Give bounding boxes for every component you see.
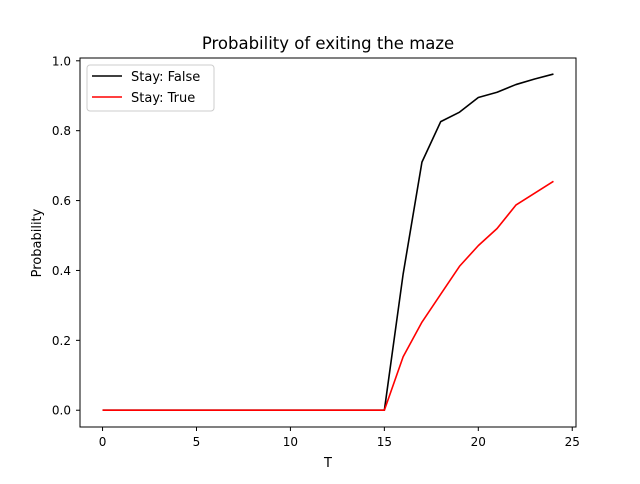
legend: Stay: False Stay: True (86, 64, 215, 112)
plot-frame (79, 57, 577, 428)
legend-label-stay-false: Stay: False (131, 70, 200, 85)
y-tick-label: 0.4 (52, 264, 71, 278)
chart-title: Probability of exiting the maze (202, 34, 454, 53)
legend-label-stay-true: Stay: True (131, 91, 195, 106)
x-axis-label: T (323, 456, 332, 471)
x-tick-label: 15 (377, 435, 392, 449)
x-axis: 0 5 10 15 20 25 (99, 427, 580, 449)
x-tick-label: 25 (565, 435, 580, 449)
y-tick-label: 0.0 (52, 404, 71, 418)
x-tick-label: 10 (283, 435, 298, 449)
x-tick-label: 20 (471, 435, 486, 449)
series-lines (102, 73, 554, 412)
y-tick-label: 1.0 (52, 54, 71, 68)
x-tick-label: 0 (99, 435, 107, 449)
y-tick-label: 0.2 (52, 334, 71, 348)
y-axis-label: Probability (30, 208, 45, 277)
y-axis: 0.0 0.2 0.4 0.6 0.8 1.0 (52, 54, 80, 418)
y-tick-label: 0.8 (52, 124, 71, 138)
y-tick-label: 0.6 (52, 194, 71, 208)
series-line-stay-true (102, 180, 554, 412)
x-tick-label: 5 (193, 435, 201, 449)
